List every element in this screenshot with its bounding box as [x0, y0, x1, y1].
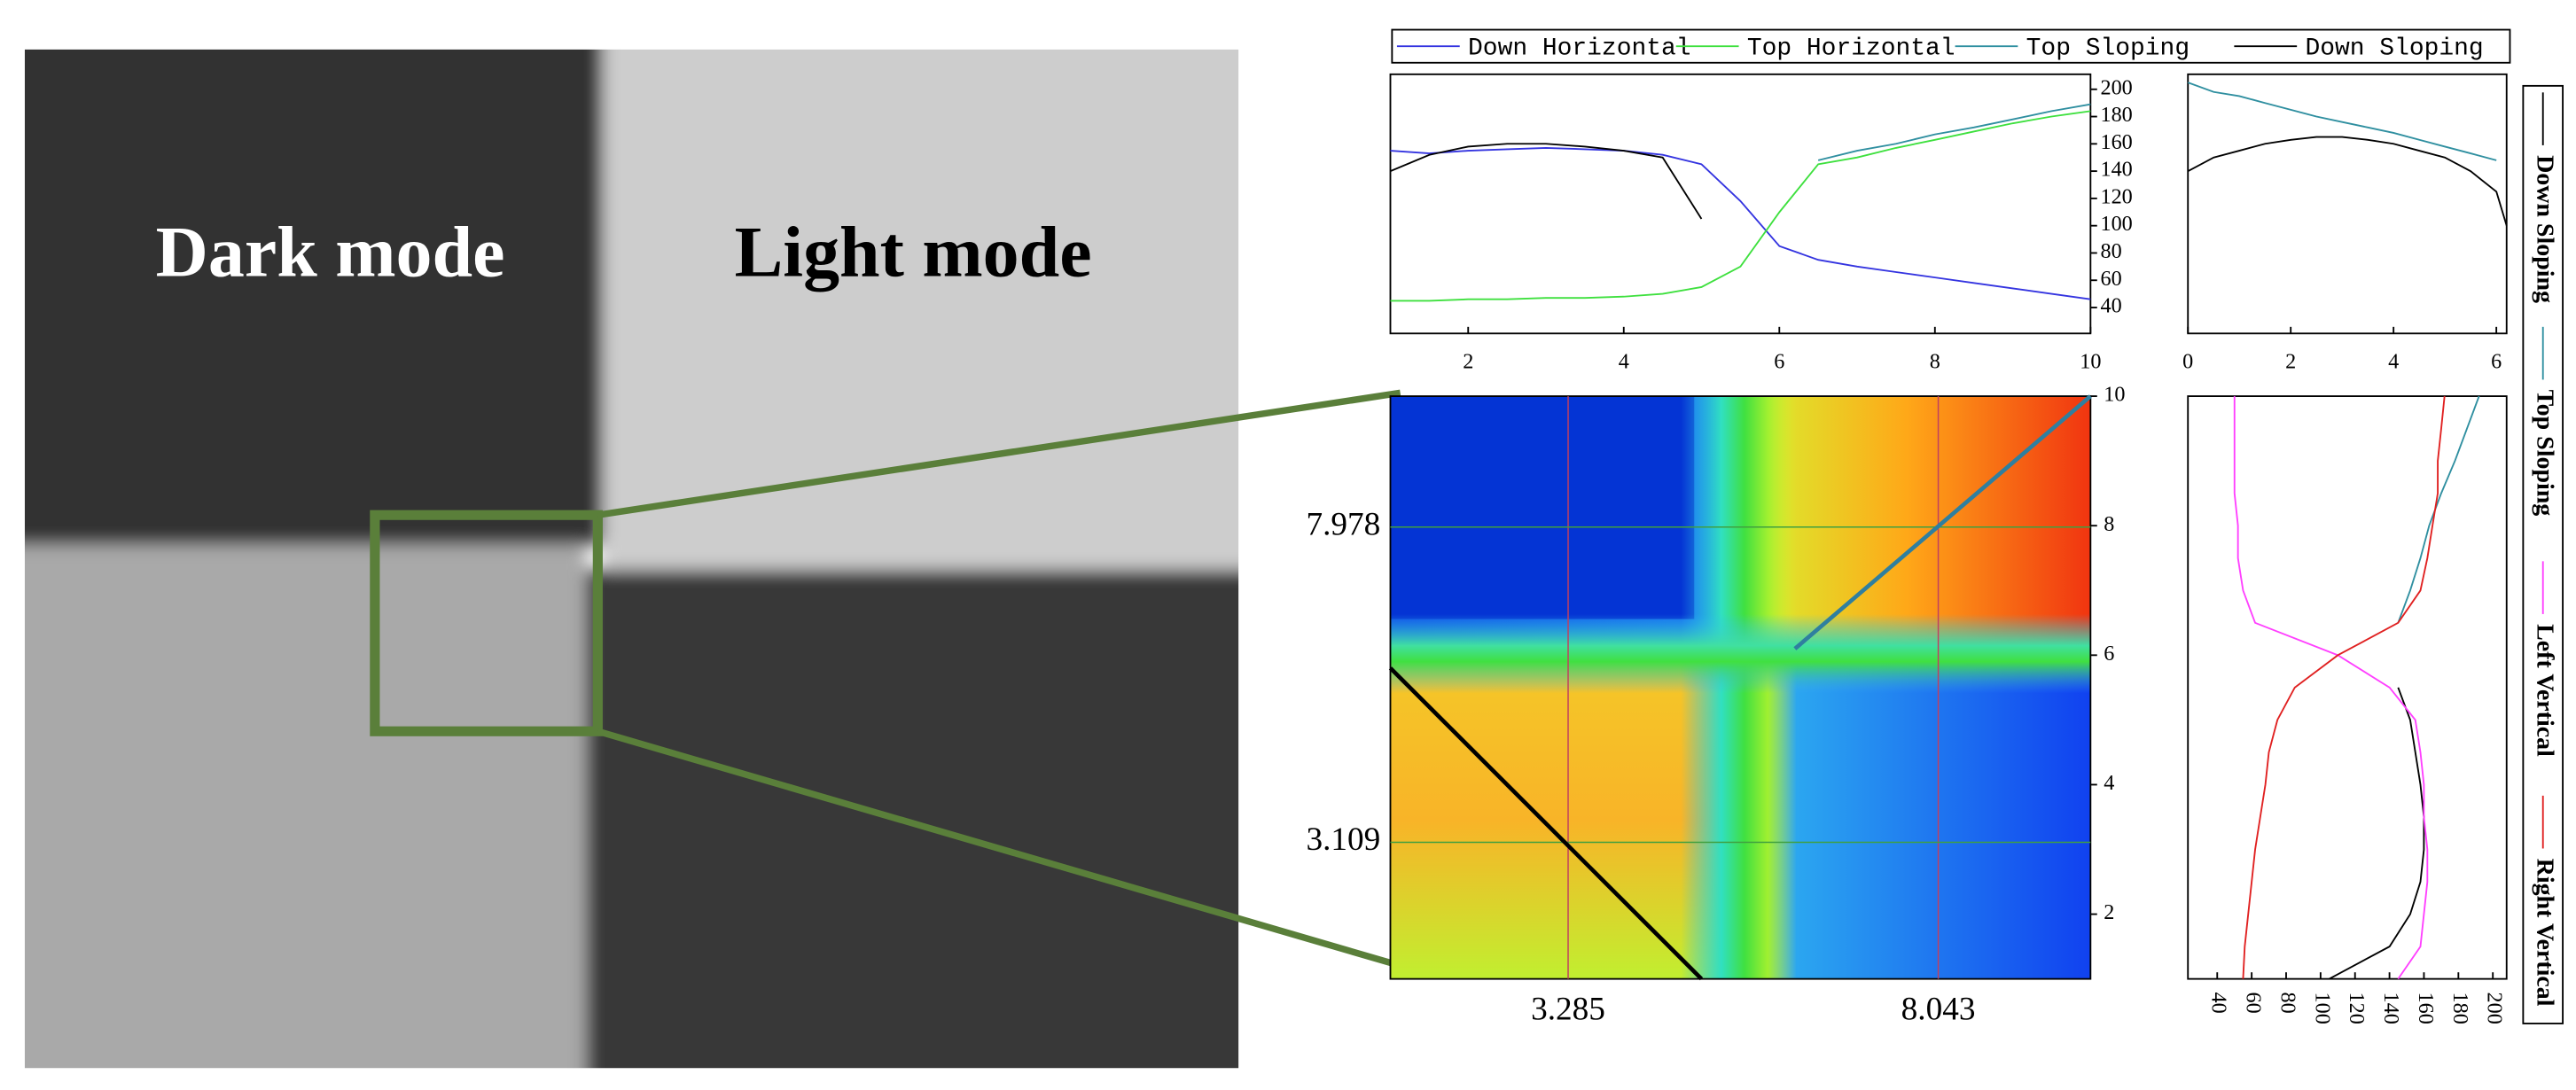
- legend-label: Down Sloping: [2531, 155, 2558, 303]
- y-tick-label: 40: [2100, 294, 2121, 318]
- y-tick-label: 2: [2104, 900, 2114, 924]
- legend-label: Down Horizontal: [1468, 35, 1690, 62]
- profile-line: [1793, 394, 2092, 650]
- y-tick-label: 60: [2100, 267, 2121, 291]
- x-tick-label: 120: [2345, 993, 2369, 1024]
- plot-frame: [1389, 395, 2092, 980]
- y-tick-label: 120: [2100, 184, 2132, 208]
- y-crosshair-label: 7.978: [1307, 506, 1381, 542]
- legend-label: Top Sloping: [2531, 390, 2558, 517]
- x-tick-label: 6: [1774, 349, 1784, 373]
- y-tick-label: 8: [2104, 512, 2114, 536]
- x-crosshair-label: 8.043: [1901, 991, 1976, 1027]
- zoom-line: [597, 728, 1401, 969]
- legend-label: Top Horizontal: [1747, 35, 1955, 62]
- zoom-line: [597, 389, 1401, 518]
- x-tick-label: 100: [2310, 993, 2334, 1024]
- x-tick-label: 2: [1463, 349, 1473, 373]
- x-tick-label: 0: [2182, 349, 2193, 373]
- legend-label: Down Sloping: [2305, 35, 2483, 62]
- y-tick-label: 160: [2100, 130, 2132, 154]
- y-tick-label: 140: [2100, 158, 2132, 182]
- photo: [24, 49, 1239, 1069]
- y-tick-label: 10: [2104, 383, 2125, 407]
- series-line: [1390, 110, 2091, 302]
- x-tick-label: 10: [2080, 349, 2101, 373]
- x-tick-label: 40: [2207, 993, 2231, 1014]
- y-tick-label: 80: [2100, 239, 2121, 263]
- series-line: [2397, 395, 2480, 624]
- series-line: [2187, 136, 2508, 226]
- legend-label: Top Sloping: [2026, 35, 2190, 62]
- plot-frame: [2187, 73, 2508, 335]
- y-tick-label: 200: [2100, 75, 2132, 99]
- x-tick-label: 6: [2491, 349, 2502, 373]
- profile-line: [1388, 666, 1704, 981]
- legend-label: Left Vertical: [2531, 624, 2558, 757]
- x-tick-label: 2: [2285, 349, 2296, 373]
- x-tick-label: 80: [2275, 993, 2299, 1014]
- heatmap-image: [1390, 396, 2091, 979]
- x-tick-label: 160: [2414, 993, 2438, 1024]
- y-tick-label: 4: [2104, 771, 2114, 795]
- y-tick-label: 180: [2100, 103, 2132, 127]
- series-line: [2187, 82, 2497, 161]
- plot-frame: [2187, 395, 2508, 980]
- series-line: [1817, 103, 2091, 161]
- series-line: [1390, 146, 2091, 300]
- y-crosshair-label: 3.109: [1307, 821, 1381, 858]
- x-tick-label: 4: [1619, 349, 1629, 373]
- x-tick-label: 180: [2448, 993, 2472, 1024]
- x-tick-label: 8: [1930, 349, 1940, 373]
- series-line: [1390, 143, 1703, 220]
- series-line: [2329, 687, 2425, 980]
- x-tick-label: 60: [2242, 993, 2266, 1014]
- legend-right: [2522, 84, 2564, 1024]
- x-tick-label: 200: [2483, 993, 2507, 1024]
- series-line: [2242, 395, 2446, 979]
- legend-top: [1391, 28, 2511, 64]
- y-tick-label: 100: [2100, 212, 2132, 236]
- x-tick-label: 4: [2388, 349, 2399, 373]
- series-line: [2233, 396, 2429, 980]
- legend-label: Right Vertical: [2531, 859, 2558, 1007]
- y-tick-label: 6: [2104, 642, 2114, 666]
- x-tick-label: 140: [2379, 993, 2403, 1024]
- dark-label: Dark mode: [156, 211, 505, 292]
- plot-frame: [1389, 73, 2092, 335]
- zoom-box: [370, 510, 603, 736]
- x-crosshair-label: 3.285: [1531, 991, 1605, 1027]
- light-label: Light mode: [735, 211, 1092, 292]
